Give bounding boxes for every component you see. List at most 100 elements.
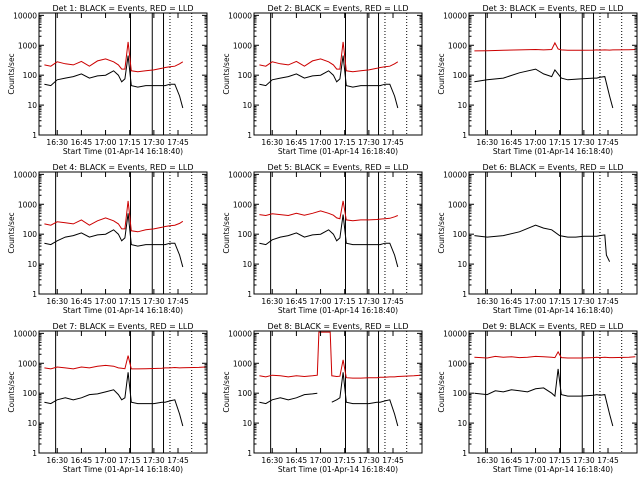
lld-series-line	[259, 331, 421, 379]
x-axis-label: Start Time (01-Apr-14 16:18:40)	[278, 306, 398, 315]
y-axis-label: Counts/sec	[222, 53, 231, 94]
x-tick-label: 17:00	[95, 138, 117, 147]
detector-panel-8: Det 8: BLACK = Events, RED = LLD 1 10 100 10…	[222, 322, 423, 474]
x-tick-label: 16:45	[501, 456, 523, 465]
x-tick-label: 17:15	[119, 456, 141, 465]
y-axis-label: Counts/sec	[7, 212, 16, 253]
y-tick-label: 10000	[13, 170, 37, 179]
y-axis-label: Counts/sec	[222, 371, 231, 412]
y-tick-label: 10000	[443, 170, 467, 179]
y-tick-label: 1000	[448, 359, 467, 368]
y-tick-label: 10	[27, 419, 37, 428]
y-tick-label: 1	[247, 131, 252, 140]
y-tick-label: 1000	[448, 41, 467, 50]
x-axis-label: Start Time (01-Apr-14 16:18:40)	[63, 147, 183, 156]
x-tick-label: 17:15	[549, 456, 571, 465]
y-axis-label: Counts/sec	[437, 371, 446, 412]
x-tick-label: 17:15	[334, 138, 356, 147]
x-tick-label: 16:30	[476, 456, 498, 465]
panel-title: Det 1: BLACK = Events, RED = LLD	[53, 4, 194, 13]
x-tick-label: 16:45	[286, 456, 308, 465]
plot-frame	[253, 330, 423, 454]
y-tick-label: 10	[457, 260, 467, 269]
x-tick-label: 17:45	[167, 138, 189, 147]
y-tick-label: 1000	[18, 200, 37, 209]
plot-frame	[468, 330, 638, 454]
x-tick-label: 17:30	[358, 297, 380, 306]
x-tick-label: 17:30	[143, 297, 165, 306]
y-axis-label: Counts/sec	[7, 53, 16, 94]
x-tick-label: 17:15	[549, 138, 571, 147]
x-tick-label: 17:00	[95, 297, 117, 306]
y-tick-label: 100	[23, 230, 38, 239]
panel-title: Det 7: BLACK = Events, RED = LLD	[53, 322, 194, 331]
y-tick-label: 100	[23, 389, 38, 398]
y-tick-label: 100	[238, 230, 253, 239]
x-tick-label: 17:15	[334, 456, 356, 465]
detector-panel-2: Det 2: BLACK = Events, RED = LLD 1 10 100 10…	[222, 4, 423, 156]
x-axis-label: Start Time (01-Apr-14 16:18:40)	[63, 465, 183, 474]
y-tick-label: 1000	[448, 200, 467, 209]
panel-title: Det 8: BLACK = Events, RED = LLD	[268, 322, 409, 331]
detector-panel-4: Det 4: BLACK = Events, RED = LLD 1 10 100 10…	[7, 163, 208, 315]
y-tick-label: 1000	[233, 41, 252, 50]
x-tick-label: 17:00	[95, 456, 117, 465]
detector-panel-1: Det 1: BLACK = Events, RED = LLD 1 10 100 10…	[7, 4, 208, 156]
y-tick-label: 10	[27, 101, 37, 110]
x-tick-label: 16:45	[71, 456, 93, 465]
panel-title: Det 5: BLACK = Events, RED = LLD	[268, 163, 409, 172]
y-tick-label: 10	[242, 101, 252, 110]
events-series-line	[474, 368, 614, 427]
panel-title: Det 6: BLACK = Events, RED = LLD	[483, 163, 624, 172]
x-tick-label: 17:30	[573, 138, 595, 147]
y-tick-label: 1	[247, 290, 252, 299]
x-tick-label: 17:00	[525, 138, 547, 147]
x-tick-label: 17:45	[597, 138, 619, 147]
x-axis-label: Start Time (01-Apr-14 16:18:40)	[493, 465, 613, 474]
y-tick-label: 100	[23, 71, 38, 80]
y-tick-label: 10	[242, 419, 252, 428]
x-tick-label: 16:45	[501, 297, 523, 306]
plot-frame	[38, 12, 208, 136]
y-tick-label: 100	[453, 389, 468, 398]
lld-series-line	[474, 350, 636, 359]
y-axis-label: Counts/sec	[7, 371, 16, 412]
y-tick-label: 10	[27, 260, 37, 269]
y-tick-label: 10000	[228, 170, 252, 179]
x-tick-label: 16:30	[261, 138, 283, 147]
events-series-line	[259, 372, 399, 427]
plot-frame	[38, 330, 208, 454]
x-tick-label: 16:45	[71, 138, 93, 147]
y-tick-label: 1	[247, 449, 252, 458]
y-axis-label: Counts/sec	[437, 212, 446, 253]
x-tick-label: 17:45	[597, 456, 619, 465]
detector-panel-6: Det 6: BLACK = Events, RED = LLD 1 10 100 10…	[437, 163, 638, 315]
y-tick-label: 10000	[13, 11, 37, 20]
x-tick-label: 17:15	[119, 297, 141, 306]
y-tick-label: 100	[238, 389, 253, 398]
x-axis-label: Start Time (01-Apr-14 16:18:40)	[493, 306, 613, 315]
y-tick-label: 100	[453, 71, 468, 80]
x-tick-label: 16:30	[476, 138, 498, 147]
x-tick-label: 16:45	[501, 138, 523, 147]
y-tick-label: 10000	[228, 11, 252, 20]
x-tick-label: 16:45	[286, 297, 308, 306]
y-tick-label: 1000	[233, 359, 252, 368]
y-tick-label: 1	[32, 449, 37, 458]
x-tick-label: 17:00	[310, 138, 332, 147]
x-tick-label: 16:45	[286, 138, 308, 147]
panel-title: Det 9: BLACK = Events, RED = LLD	[483, 322, 624, 331]
y-tick-label: 1000	[18, 359, 37, 368]
y-tick-label: 10000	[443, 11, 467, 20]
events-series-line	[44, 372, 184, 427]
plot-frame	[468, 171, 638, 295]
x-tick-label: 17:45	[382, 456, 404, 465]
events-series-line	[474, 68, 614, 109]
lld-series-line	[44, 355, 206, 370]
y-tick-label: 1000	[233, 200, 252, 209]
lld-series-line	[259, 200, 398, 222]
y-tick-label: 10	[457, 101, 467, 110]
events-series-line	[44, 213, 184, 268]
